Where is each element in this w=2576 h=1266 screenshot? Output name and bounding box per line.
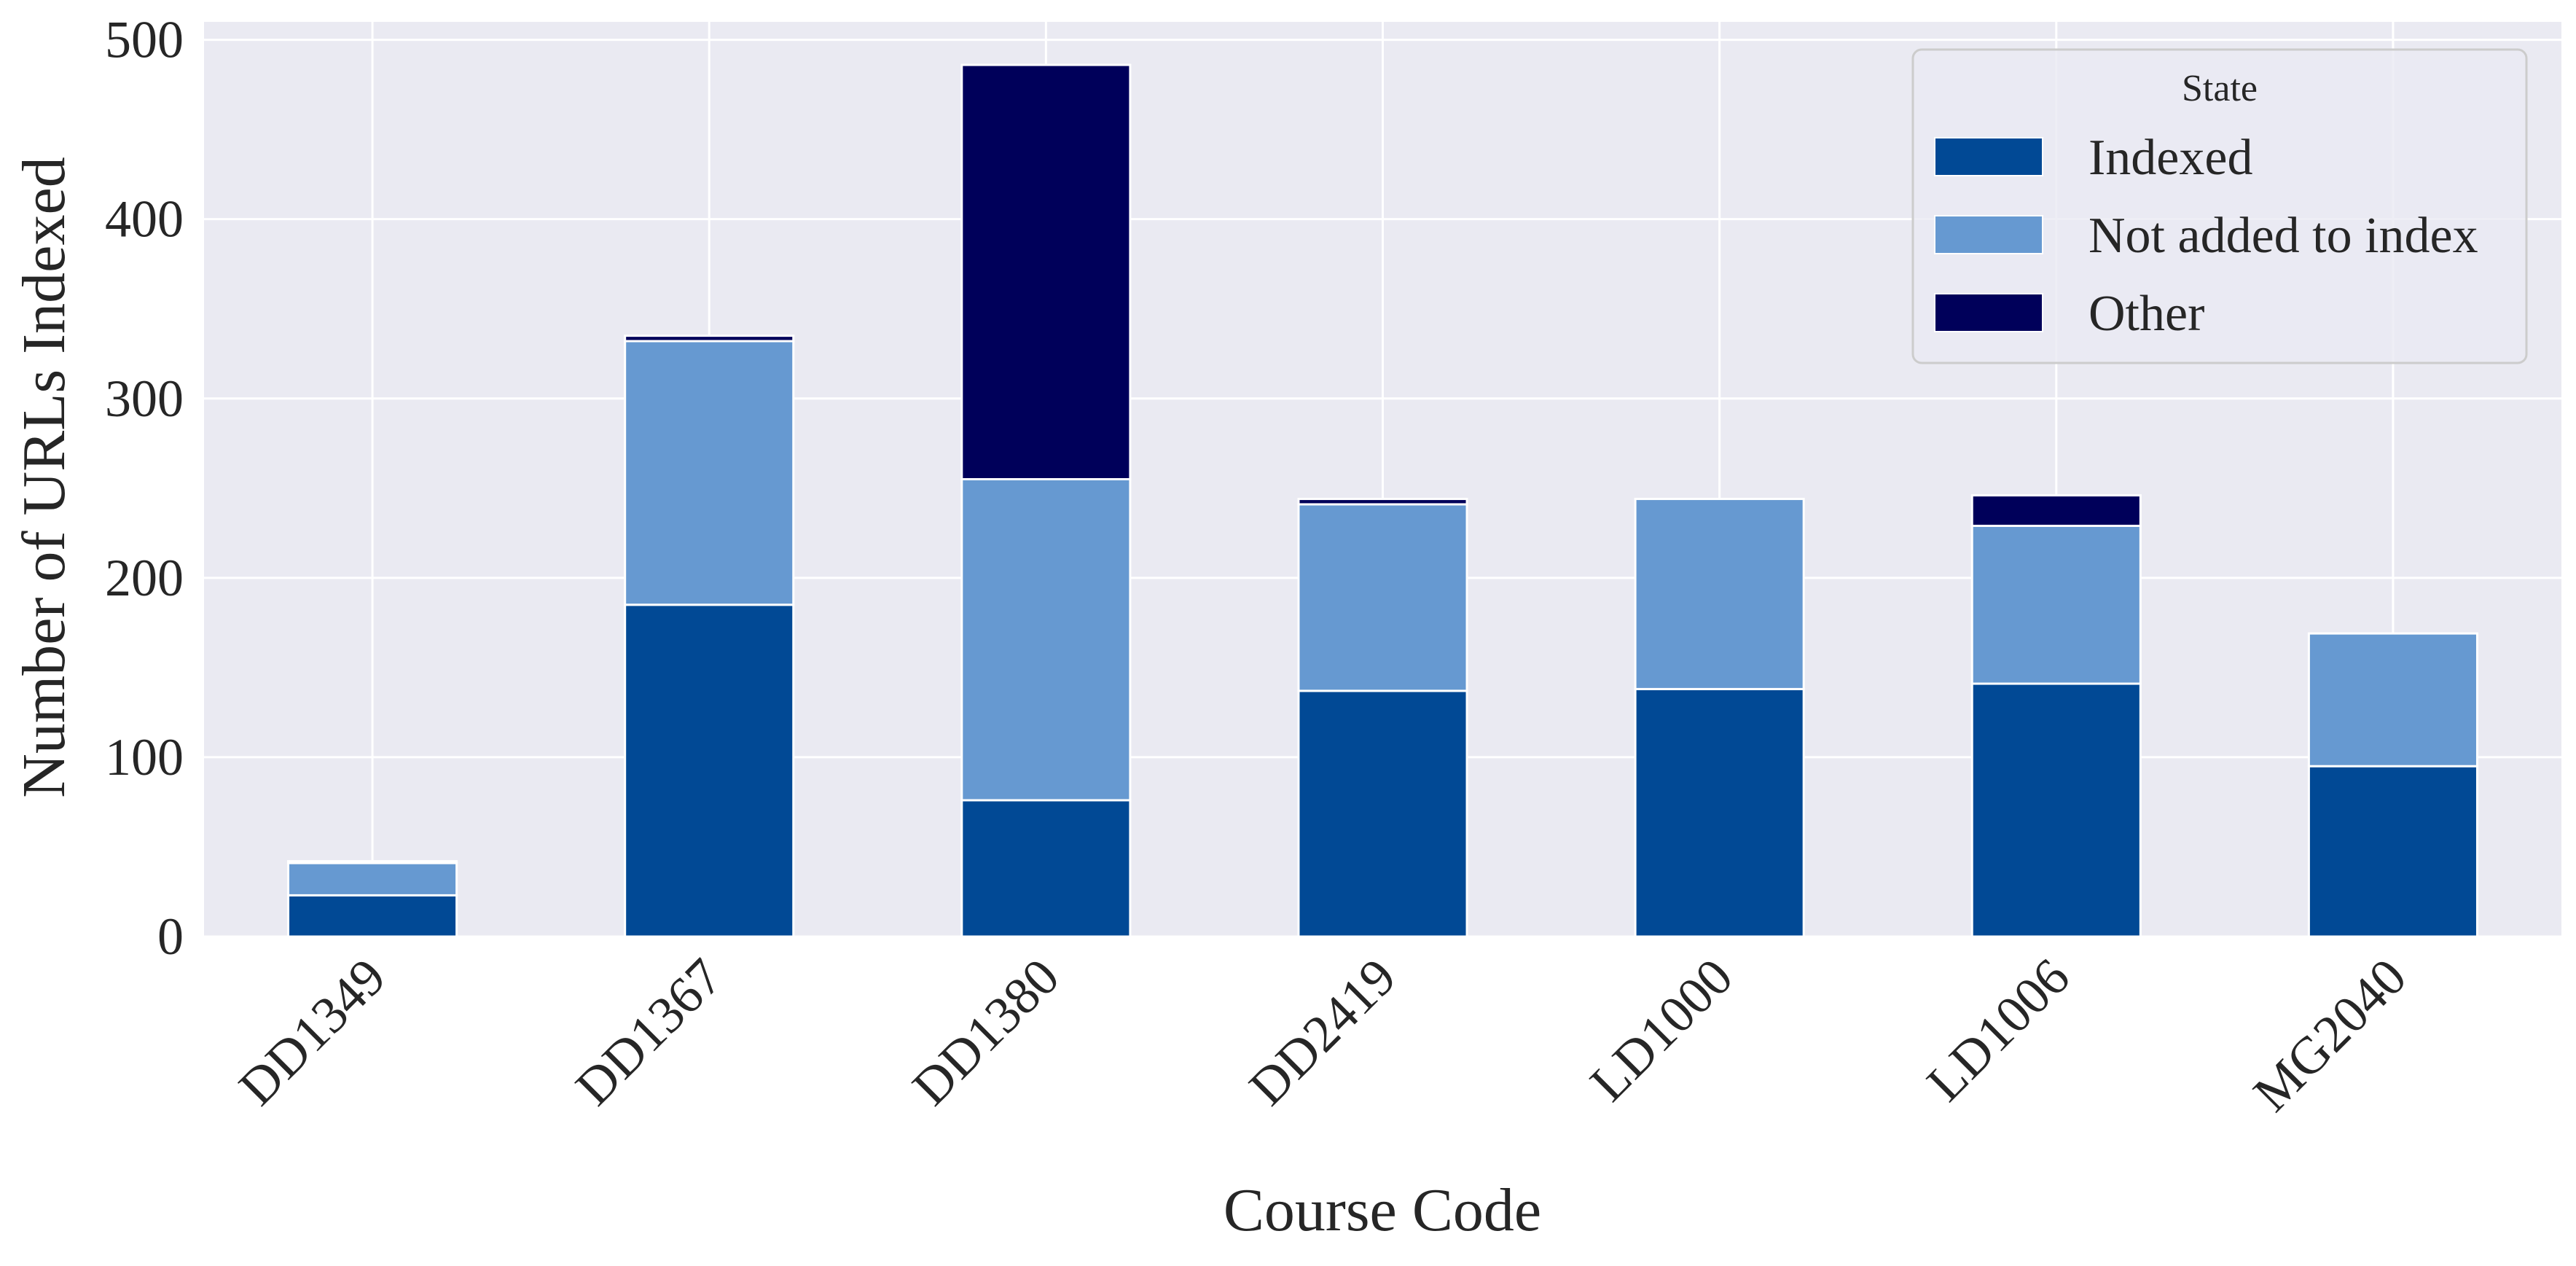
legend-swatch — [1934, 293, 2043, 332]
legend-label: Other — [2088, 286, 2204, 342]
bar-dd1367-series-1 — [624, 340, 795, 606]
bar-dd1367-series-2 — [624, 335, 795, 343]
bar-ld1006-series-1 — [1970, 524, 2142, 685]
y-tick-label: 200 — [105, 549, 184, 607]
bar-dd1380-series-1 — [960, 478, 1132, 802]
legend-items: Indexed Not added to index Other — [1934, 130, 2478, 342]
legend-swatch — [1934, 215, 2043, 254]
bar-mg2040-series-0 — [2307, 765, 2478, 938]
bar-dd1380-series-0 — [960, 799, 1132, 938]
y-tick-label: 400 — [105, 190, 184, 249]
x-axis-ticks: DD1349 DD1367 DD1380 DD2419 LD1000 LD1006 MG20… — [227, 947, 2417, 1122]
legend-box — [1911, 48, 2528, 364]
x-axis-title: Course Code — [1224, 1176, 1541, 1244]
bar-dd1380-series-2 — [960, 63, 1132, 480]
y-axis-title: Number of URLs Indexed — [10, 157, 78, 797]
x-tick-label: LD1006 — [1916, 947, 2080, 1112]
legend-title: State — [2182, 68, 2258, 109]
bars — [287, 63, 2478, 938]
bar-dd1349-series-0 — [287, 894, 458, 938]
bar-dd2419-series-1 — [1297, 503, 1468, 692]
x-tick-label: MG2040 — [2242, 947, 2417, 1122]
x-tick-label: DD2419 — [1238, 947, 1407, 1117]
bar-ld1006-series-0 — [1970, 682, 2142, 938]
bar-ld1000-series-1 — [1634, 498, 1805, 690]
x-tick-label: DD1367 — [565, 947, 734, 1117]
x-tick-label: DD1349 — [227, 947, 396, 1117]
legend-label: Indexed — [2088, 130, 2252, 186]
bar-dd1349-series-1 — [287, 861, 458, 896]
y-tick-label: 100 — [105, 728, 184, 786]
x-tick-label: DD1380 — [901, 947, 1070, 1117]
y-tick-label: 300 — [105, 370, 184, 428]
legend-label: Not added to index — [2088, 208, 2478, 264]
bar-dd2419-series-2 — [1297, 498, 1468, 506]
bar-mg2040-series-1 — [2307, 632, 2478, 767]
y-tick-label: 0 — [157, 907, 184, 966]
bar-ld1000-series-0 — [1634, 687, 1805, 938]
bar-dd1367-series-0 — [624, 603, 795, 938]
legend: State Indexed Not added to index Other — [1911, 48, 2528, 364]
legend-swatch — [1934, 137, 2043, 176]
bar-ld1006-series-2 — [1970, 494, 2142, 527]
y-axis-ticks: 0 100 200 300 400 500 — [105, 11, 184, 966]
bar-dd2419-series-0 — [1297, 689, 1468, 938]
x-tick-label: LD1000 — [1579, 947, 1744, 1112]
y-tick-label: 500 — [105, 11, 184, 69]
bar-dd1349-series-2 — [287, 860, 458, 864]
